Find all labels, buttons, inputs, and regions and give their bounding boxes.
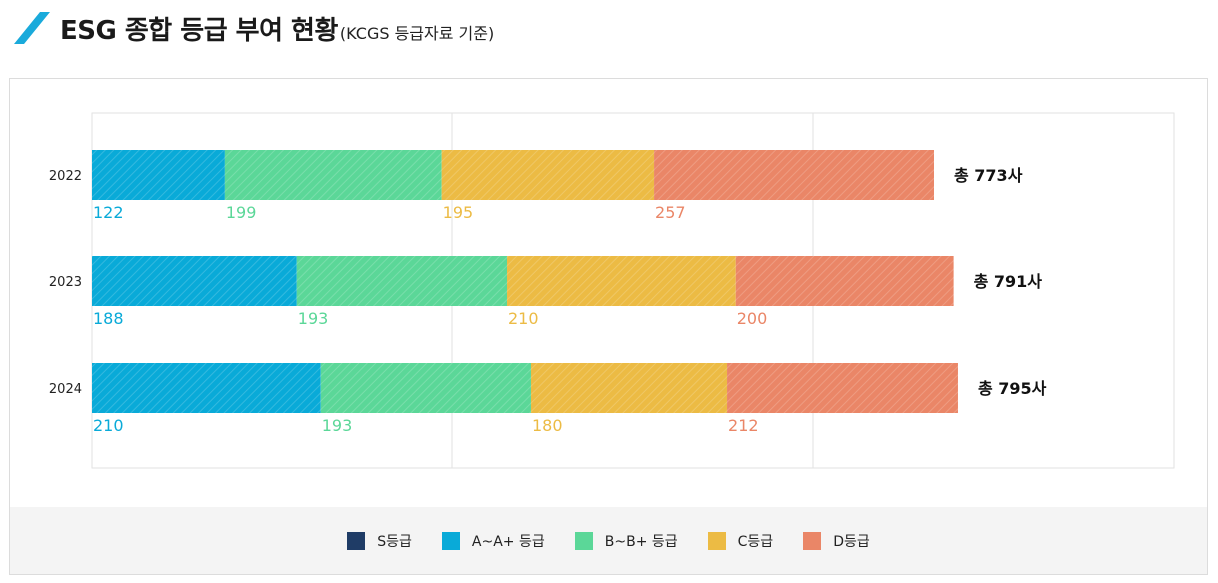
bar-segment xyxy=(727,363,958,413)
data-label: 122 xyxy=(93,203,124,222)
total-label: 총 791사 xyxy=(974,272,1043,291)
legend-label: A~A+ 등급 xyxy=(471,533,545,550)
bar-segment xyxy=(92,150,225,200)
category-label: 2023 xyxy=(49,275,82,290)
bar-segment xyxy=(507,256,736,306)
bar-segment xyxy=(530,363,728,413)
slash-icon xyxy=(14,12,50,44)
chart-panel xyxy=(9,78,1208,575)
total-label: 총 795사 xyxy=(978,379,1047,398)
legend-swatch xyxy=(707,531,726,550)
data-label: 200 xyxy=(737,309,768,328)
data-label: 195 xyxy=(443,203,474,222)
bar-segment xyxy=(92,363,321,413)
bar-segment xyxy=(441,150,655,200)
legend-item: S등급 xyxy=(347,531,412,551)
bar-segment xyxy=(654,150,934,200)
total-label: 총 773사 xyxy=(954,166,1023,185)
legend-label: D등급 xyxy=(833,533,870,550)
data-label: 210 xyxy=(93,416,124,435)
bar-segment xyxy=(224,150,442,200)
data-label: 199 xyxy=(226,203,257,222)
page-title: ESG 종합 등급 부여 현황 xyxy=(60,15,338,46)
data-label: 210 xyxy=(508,309,539,328)
legend-label: B~B+ 등급 xyxy=(604,533,678,550)
legend-swatch xyxy=(441,531,460,550)
data-label: 212 xyxy=(728,416,759,435)
legend-swatch xyxy=(803,531,822,550)
data-label: 193 xyxy=(298,309,329,328)
bar-segment xyxy=(735,256,954,306)
legend-label: S등급 xyxy=(377,533,412,550)
category-label: 2024 xyxy=(49,382,82,397)
bar-segment xyxy=(296,256,508,306)
legend-band: S등급 A~A+ 등급 B~B+ 등급 C등급 D등급 xyxy=(10,507,1207,574)
legend-item: C등급 xyxy=(707,531,774,551)
page-subtitle: (KCGS 등급자료 기준) xyxy=(339,24,495,43)
legend-swatch xyxy=(347,531,366,550)
data-label: 257 xyxy=(655,203,686,222)
data-label: 188 xyxy=(93,309,124,328)
data-label: 193 xyxy=(322,416,353,435)
title-row: ESG 종합 등급 부여 현황 (KCGS 등급자료 기준) xyxy=(14,8,494,48)
legend-item: B~B+ 등급 xyxy=(574,531,678,551)
bar-segment xyxy=(92,256,297,306)
bar-segment xyxy=(320,363,531,413)
data-label: 180 xyxy=(532,416,563,435)
legend-swatch xyxy=(574,531,593,550)
chart-legend: S등급 A~A+ 등급 B~B+ 등급 C등급 D등급 xyxy=(10,507,1207,574)
legend-item: A~A+ 등급 xyxy=(441,531,545,551)
legend-label: C등급 xyxy=(737,533,774,550)
legend-item: D등급 xyxy=(803,531,870,551)
category-label: 2022 xyxy=(49,169,82,184)
